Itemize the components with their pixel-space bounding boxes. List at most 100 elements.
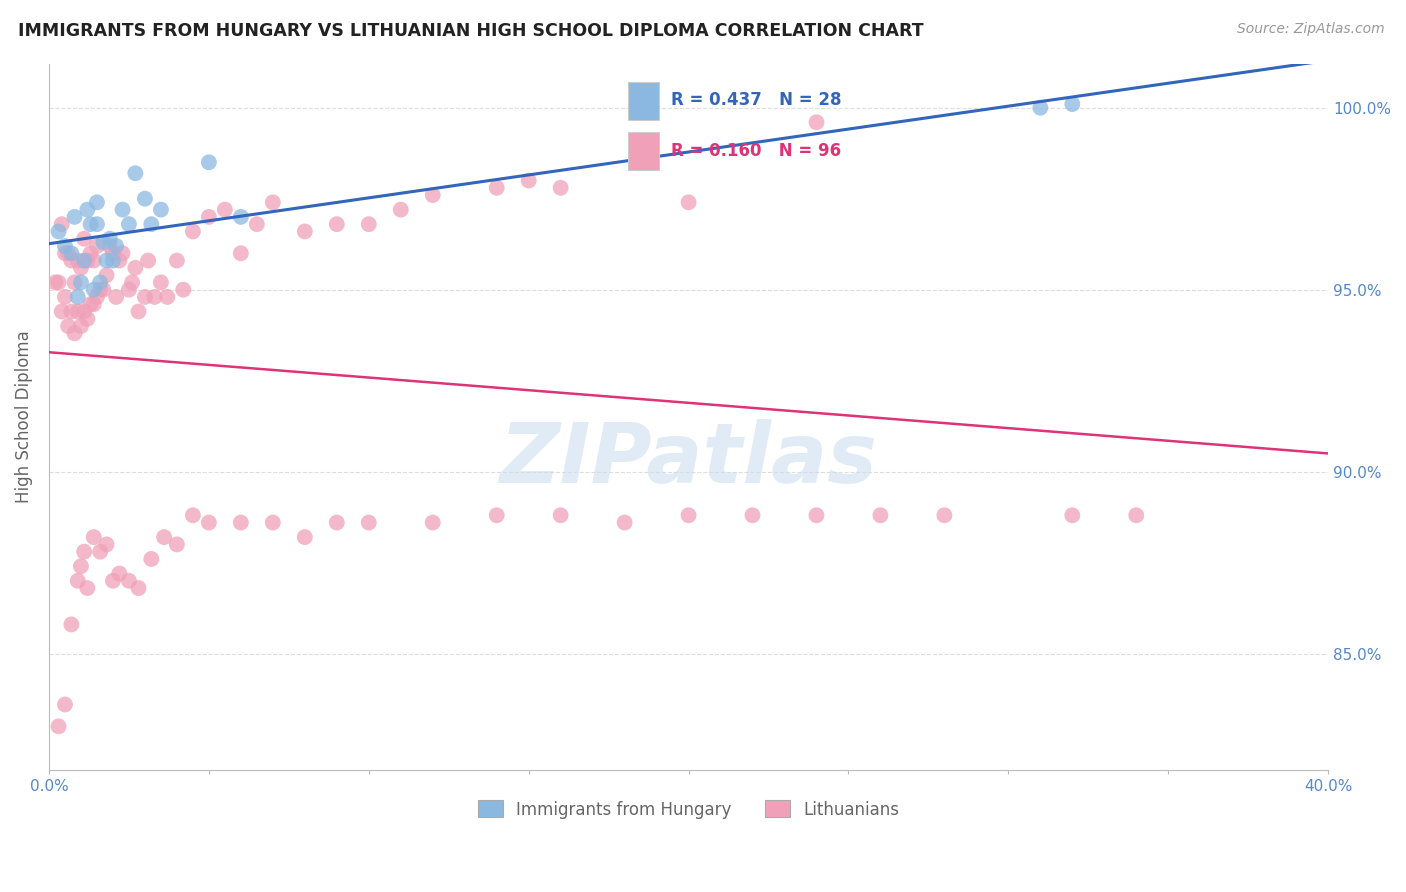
Point (73, 232, 96, 246)
Point (63, 326, 86, 341)
Point (294, 224, 316, 238)
Point (181, 508, 204, 523)
Point (108, 253, 131, 268)
Point (124, 260, 146, 275)
Point (141, 217, 163, 231)
Point (86, 195, 108, 210)
Point (70, 276, 93, 290)
Point (389, 202, 412, 217)
Point (1062, 97, 1084, 112)
Point (806, 508, 828, 523)
Point (111, 246, 134, 260)
Point (60, 617, 83, 632)
Point (422, 188, 444, 202)
Point (96, 268, 118, 282)
Point (76, 202, 98, 217)
Point (172, 283, 194, 297)
Point (76, 253, 98, 268)
Point (550, 181, 572, 195)
FancyBboxPatch shape (628, 82, 659, 120)
Point (79, 246, 101, 260)
Text: R = 0.160   N = 96: R = 0.160 N = 96 (671, 142, 841, 160)
Point (678, 195, 700, 210)
Legend: Immigrants from Hungary, Lithuanians: Immigrants from Hungary, Lithuanians (471, 794, 905, 825)
Point (53, 246, 76, 260)
Point (934, 508, 956, 523)
Point (89, 544, 111, 558)
Point (357, 217, 380, 231)
Point (73, 253, 96, 268)
Point (101, 574, 124, 588)
Point (96, 537, 118, 551)
Point (124, 166, 146, 180)
Point (83, 283, 105, 297)
FancyBboxPatch shape (628, 132, 659, 169)
Point (422, 516, 444, 530)
Point (56, 246, 79, 260)
Point (121, 276, 143, 290)
Point (73, 304, 96, 318)
Point (53, 290, 76, 304)
Point (60, 304, 83, 318)
Point (76, 581, 98, 595)
Point (70, 319, 93, 334)
Point (262, 195, 284, 210)
Point (678, 508, 700, 523)
Point (89, 283, 111, 297)
Point (229, 516, 252, 530)
Point (181, 224, 204, 238)
Point (294, 530, 316, 544)
Point (741, 508, 763, 523)
Point (517, 173, 540, 187)
Point (136, 253, 159, 268)
Point (806, 115, 828, 129)
Point (101, 246, 124, 260)
Point (105, 239, 128, 253)
Point (198, 155, 221, 169)
Point (1125, 508, 1147, 523)
Point (63, 276, 86, 290)
Point (66, 574, 89, 588)
Point (51, 217, 73, 231)
Point (118, 574, 141, 588)
Point (550, 508, 572, 523)
Point (118, 283, 141, 297)
Point (262, 516, 284, 530)
Y-axis label: High School Diploma: High School Diploma (15, 331, 32, 503)
Point (83, 253, 105, 268)
Point (48, 276, 70, 290)
Text: IMMIGRANTS FROM HUNGARY VS LITHUANIAN HIGH SCHOOL DIPLOMA CORRELATION CHART: IMMIGRANTS FROM HUNGARY VS LITHUANIAN HI… (18, 22, 924, 40)
Point (128, 581, 150, 595)
Point (44, 276, 66, 290)
Point (214, 202, 236, 217)
Point (70, 559, 93, 574)
Point (63, 210, 86, 224)
Point (326, 217, 349, 231)
Point (111, 202, 134, 217)
Point (91, 235, 114, 250)
Point (326, 516, 349, 530)
Point (98, 239, 121, 253)
Text: ZIPatlas: ZIPatlas (499, 419, 877, 500)
Point (105, 290, 128, 304)
Point (357, 516, 380, 530)
Point (70, 260, 93, 275)
Text: R = 0.437   N = 28: R = 0.437 N = 28 (671, 91, 842, 109)
Point (53, 239, 76, 253)
Point (134, 192, 156, 206)
Point (149, 202, 172, 217)
Point (485, 508, 508, 523)
Point (1062, 508, 1084, 523)
Point (89, 276, 111, 290)
Point (91, 283, 114, 297)
Point (60, 246, 83, 260)
Point (229, 210, 252, 224)
Point (153, 530, 176, 544)
Point (73, 544, 96, 558)
Point (198, 516, 221, 530)
Point (60, 253, 83, 268)
Point (56, 319, 79, 334)
Point (149, 276, 172, 290)
Text: Source: ZipAtlas.com: Source: ZipAtlas.com (1237, 22, 1385, 37)
Point (166, 537, 188, 551)
